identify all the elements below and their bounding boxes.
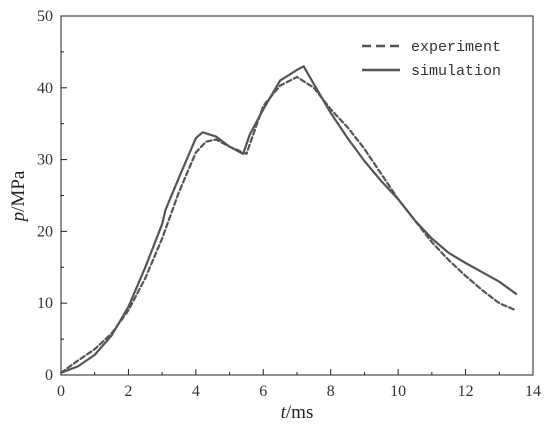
y-axis-label: p/MPa (8, 170, 29, 223)
x-tick-label: 2 (124, 383, 132, 400)
y-tick-label: 30 (37, 152, 53, 169)
y-tick-label: 20 (37, 223, 53, 240)
x-tick-label: 12 (458, 383, 474, 400)
y-tick-label: 40 (37, 80, 53, 97)
x-tick-label: 6 (259, 383, 267, 400)
legend-label-simulation: simulation (411, 63, 501, 80)
x-tick-label: 14 (525, 383, 541, 400)
x-tick-label: 10 (390, 383, 406, 400)
series-line-experiment (59, 75, 518, 374)
x-tick-label: 0 (57, 383, 65, 400)
series-layer (59, 65, 518, 374)
y-tick-label: 10 (37, 295, 53, 312)
legend: experiment simulation (362, 39, 501, 80)
x-tick-label: 8 (327, 383, 335, 400)
y-tick-label: 50 (37, 8, 53, 25)
series-line-simulation (59, 65, 518, 374)
legend-label-experiment: experiment (411, 39, 501, 56)
axis-ticks: 0 2 4 6 8 10 12 14 0 10 20 30 40 50 (37, 8, 541, 400)
y-tick-label: 0 (45, 367, 53, 384)
x-tick-label: 4 (192, 383, 200, 400)
x-axis-label: t/ms (281, 402, 314, 423)
